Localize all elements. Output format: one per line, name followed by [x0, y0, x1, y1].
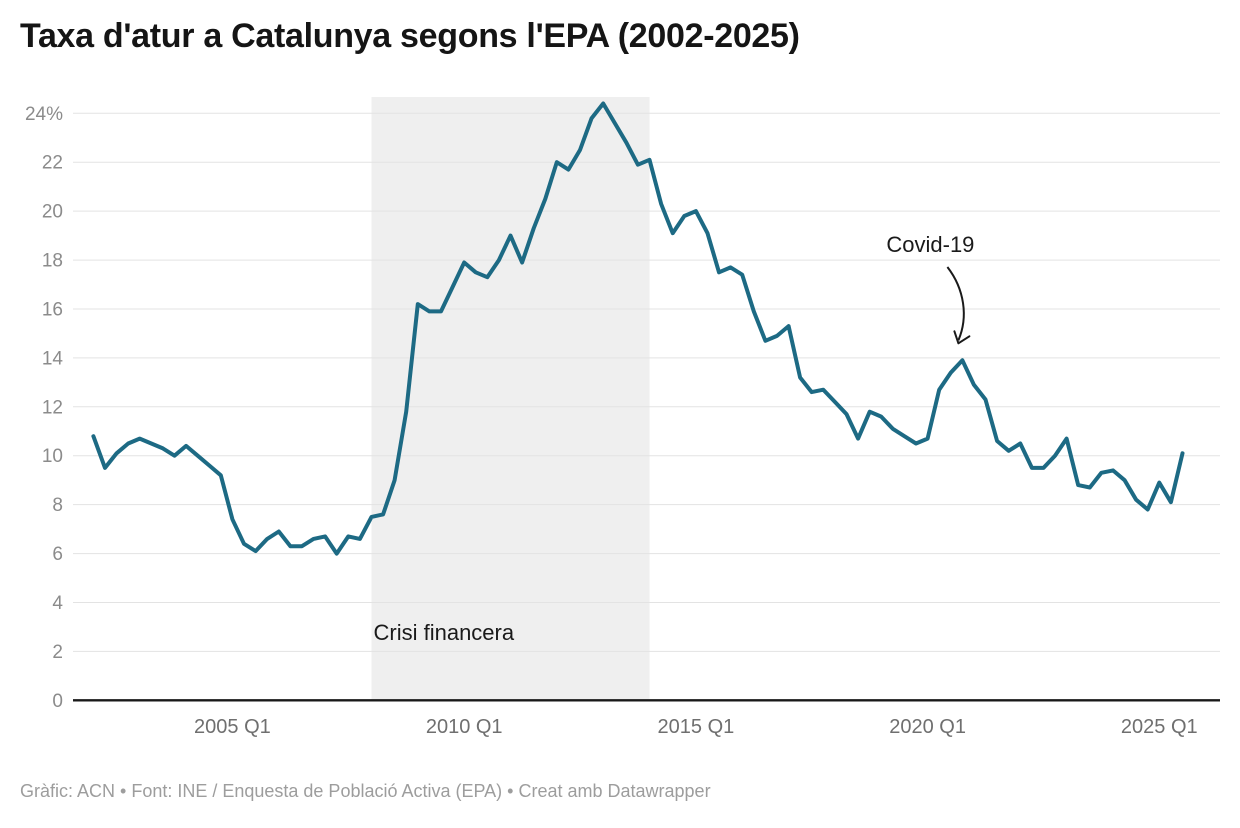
- covid-annotation-label: Covid-19: [886, 232, 974, 257]
- chart-title: Taxa d'atur a Catalunya segons l'EPA (20…: [20, 17, 800, 55]
- y-axis-label: 0: [52, 691, 63, 712]
- line-chart-canvas: 0 2 4 6 8 10 12 14 16 18 20 22 24% 2005 Q1 2010 Q1 2015…: [25, 97, 1220, 738]
- y-axis-label: 10: [42, 446, 63, 467]
- y-axis-label: 18: [42, 251, 63, 272]
- y-axis-label: 16: [42, 300, 63, 321]
- y-axis-label: 8: [52, 495, 63, 516]
- y-axis-label: 20: [42, 202, 63, 223]
- crisis-band: [371, 97, 650, 701]
- x-axis-label: 2010 Q1: [426, 716, 503, 738]
- y-axis-label: 6: [52, 544, 63, 565]
- y-axis-label: 22: [42, 153, 63, 174]
- y-axis-label: 4: [52, 593, 63, 614]
- y-axis-label: 24%: [25, 104, 63, 125]
- x-axis-label: 2015 Q1: [658, 716, 735, 738]
- unemployment-rate-line: [91, 101, 1185, 556]
- x-axis-label: 2005 Q1: [194, 716, 271, 738]
- y-axis-label: 12: [42, 397, 63, 418]
- x-axis-label: 2025 Q1: [1121, 716, 1198, 738]
- covid-arrowhead: [953, 330, 971, 345]
- covid-arrow: [946, 266, 965, 341]
- chart-footer-byline: Gràfic: ACN • Font: INE / Enquesta de Po…: [20, 781, 711, 801]
- crisis-band-label: Crisi financera: [374, 620, 515, 645]
- y-axis-label: 2: [52, 642, 63, 663]
- x-axis-label: 2020 Q1: [889, 716, 966, 738]
- y-axis-label: 14: [42, 348, 64, 369]
